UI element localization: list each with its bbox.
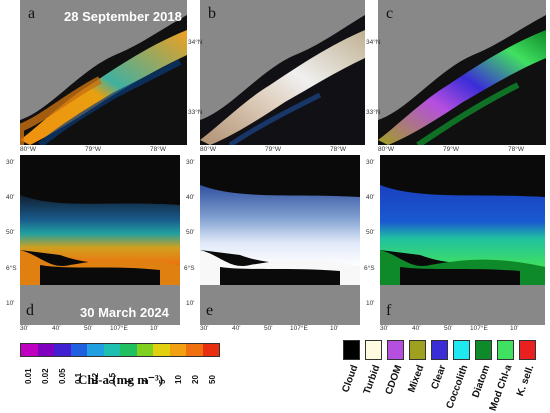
panel-letter: e: [206, 302, 214, 319]
rgb-map-image: [200, 15, 365, 145]
colorbar-tick-label: 50: [207, 375, 217, 384]
lat-tick-label: 40': [6, 194, 15, 201]
panel-letter: c: [386, 5, 394, 22]
lat-tick-label: 6°S: [184, 265, 195, 272]
class-label: Turbid: [361, 363, 383, 396]
panel-date: 30 March 2024: [80, 305, 169, 320]
lat-tick-label: 30': [186, 159, 195, 166]
panel-letter: a: [28, 5, 36, 22]
lon-tick-label: 10': [510, 325, 519, 332]
lon-tick-label: 79°W: [85, 146, 101, 153]
colorbar-tick-label: 0.05: [57, 368, 67, 384]
lon-tick-label: 80°W: [200, 146, 216, 153]
lat-tick-label: 33°N: [188, 109, 203, 116]
rgb-map-image: [200, 155, 360, 325]
chl-map-image: [20, 155, 180, 325]
lon-tick-label: 79°W: [265, 146, 281, 153]
class-label: Mixed: [406, 363, 427, 395]
lon-tick-label: 30': [20, 325, 29, 332]
class-label: Coccolith: [444, 363, 471, 411]
lat-tick-label: 30': [6, 159, 15, 166]
colorbar-tick-label: 0.01: [24, 368, 34, 384]
lon-tick-label: 40': [52, 325, 61, 332]
class-swatch: [365, 340, 382, 360]
lat-tick-label: 50': [186, 229, 195, 236]
lat-tick-label: 30': [366, 159, 375, 166]
panel-letter: f: [386, 302, 392, 319]
class-swatch: [431, 340, 448, 360]
lat-tick-label: 50': [6, 229, 15, 236]
class-swatch: [343, 340, 360, 360]
lat-tick-label: 10': [6, 300, 15, 307]
class-swatch: [475, 340, 492, 360]
panel-letter: b: [208, 5, 216, 22]
lon-tick-label: 78°W: [150, 146, 166, 153]
lat-tick-label: 34°N: [366, 39, 381, 46]
panel-letter: d: [26, 302, 34, 319]
colorbar-tick-label: 20: [191, 375, 200, 384]
class-label: Cloud: [340, 363, 361, 395]
class-label: CDOM: [383, 363, 405, 397]
lon-tick-label: 40': [232, 325, 241, 332]
class-swatch: [409, 340, 426, 360]
class-label: Mod Chl-a: [487, 363, 515, 413]
class-swatch: [519, 340, 536, 360]
colorbar-tick-label: 10: [174, 375, 184, 384]
lon-tick-label: 80°W: [378, 146, 394, 153]
chl-colorbar: [20, 343, 220, 357]
panel-c-class-map: c: [378, 0, 546, 145]
panel-d-chl-map: d 30 March 2024: [20, 155, 180, 325]
class-map-image: [380, 155, 545, 325]
lon-tick-label: 107°E: [470, 325, 488, 332]
lat-tick-label: 6°S: [6, 265, 17, 272]
class-map-image: [378, 15, 546, 145]
lon-tick-label: 40': [412, 325, 421, 332]
lon-tick-label: 30': [200, 325, 209, 332]
class-swatch: [453, 340, 470, 360]
lat-tick-label: 10': [366, 300, 375, 307]
colorbar-title: Chl-a (mg m⁻³): [78, 372, 164, 387]
class-swatch: [497, 340, 514, 360]
lat-tick-label: 6°S: [364, 265, 375, 272]
colorbar-tick-label: 0.02: [41, 368, 50, 384]
lon-tick-label: 79°W: [443, 146, 459, 153]
lat-tick-label: 34°N: [188, 39, 203, 46]
lon-tick-label: 80°W: [20, 146, 36, 153]
class-label: K. sell.: [515, 363, 537, 398]
panel-f-class-map: f: [380, 155, 545, 325]
lon-tick-label: 78°W: [508, 146, 524, 153]
chl-map-image: [20, 15, 187, 145]
lat-tick-label: 33°N: [366, 109, 381, 116]
lon-tick-label: 50': [264, 325, 273, 332]
lat-tick-label: 10': [186, 300, 195, 307]
lat-tick-label: 50': [366, 229, 375, 236]
panel-a-chl-map: a 28 September 2018: [20, 0, 187, 145]
panel-b-rgb-map: b: [200, 0, 365, 145]
panel-e-rgb-map: e: [200, 155, 360, 325]
lat-tick-label: 40': [366, 194, 375, 201]
lon-tick-label: 107°E: [290, 325, 308, 332]
lon-tick-label: 10': [330, 325, 339, 332]
lon-tick-label: 10': [150, 325, 159, 332]
lon-tick-label: 78°W: [330, 146, 346, 153]
lon-tick-label: 107°E: [110, 325, 128, 332]
lat-tick-label: 40': [186, 194, 195, 201]
lon-tick-label: 30': [380, 325, 389, 332]
panel-date: 28 September 2018: [64, 9, 182, 24]
lon-tick-label: 50': [84, 325, 93, 332]
lon-tick-label: 50': [444, 325, 453, 332]
class-swatch: [387, 340, 404, 360]
